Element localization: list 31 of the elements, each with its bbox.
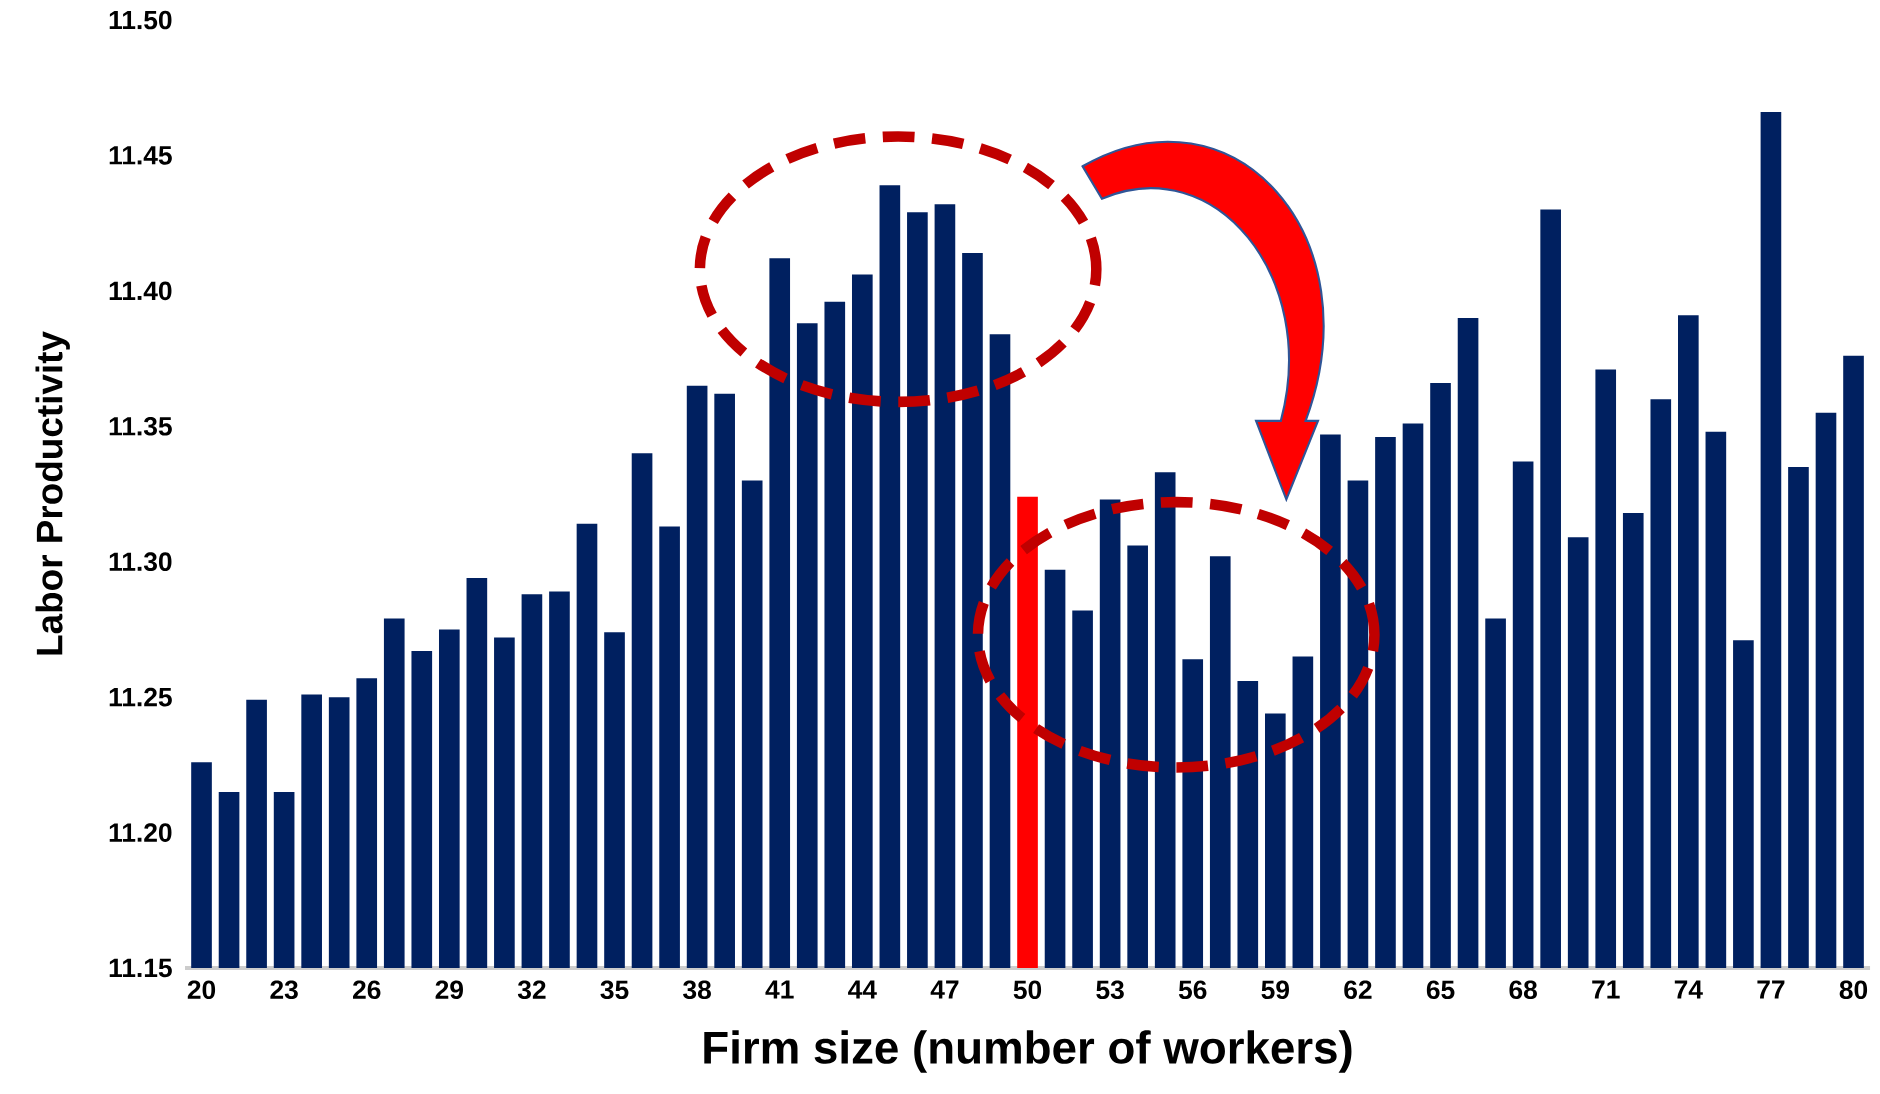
y-tick-label: 11.40 <box>109 281 172 301</box>
x-tick-label: 41 <box>765 980 794 999</box>
y-tick-label: 11.30 <box>109 552 172 572</box>
x-tick-label: 74 <box>1674 980 1703 999</box>
y-tick-label: 11.15 <box>109 958 172 978</box>
x-tick-label: 65 <box>1426 980 1455 1000</box>
x-tick-label: 50 <box>1013 980 1042 1000</box>
x-tick-label: 35 <box>600 980 629 1000</box>
x-tick-label: 53 <box>1096 980 1124 1000</box>
x-tick-label: 26 <box>353 980 381 1000</box>
x-tick-label: 68 <box>1509 980 1537 1000</box>
x-tick-label: 80 <box>1839 980 1868 1000</box>
x-tick-label: 23 <box>270 980 298 1000</box>
x-tick-label: 29 <box>435 980 463 1000</box>
x-tick-label: 20 <box>187 980 216 1000</box>
x-tick-label: 77 <box>1757 980 1785 999</box>
y-tick-label: 11.35 <box>109 416 172 436</box>
y-axis-title: Labor Productivity <box>35 331 70 655</box>
x-axis-title: Firm size (number of workers) <box>704 1030 1352 1073</box>
x-tick-label: 44 <box>848 980 877 999</box>
y-tick-label: 11.50 <box>109 10 172 30</box>
y-tick-label: 11.25 <box>109 687 172 707</box>
y-tick-label: 11.20 <box>109 823 172 842</box>
x-tick-label: 47 <box>930 980 959 999</box>
x-tick-label: 62 <box>1344 980 1372 1000</box>
y-tick-label: 11.45 <box>109 146 172 165</box>
x-tick-label: 38 <box>683 980 711 1000</box>
x-tick-label: 32 <box>517 980 546 1000</box>
x-tick-label: 56 <box>1178 980 1207 1000</box>
x-tick-label: 59 <box>1261 980 1289 1000</box>
x-tick-label: 71 <box>1592 980 1620 999</box>
